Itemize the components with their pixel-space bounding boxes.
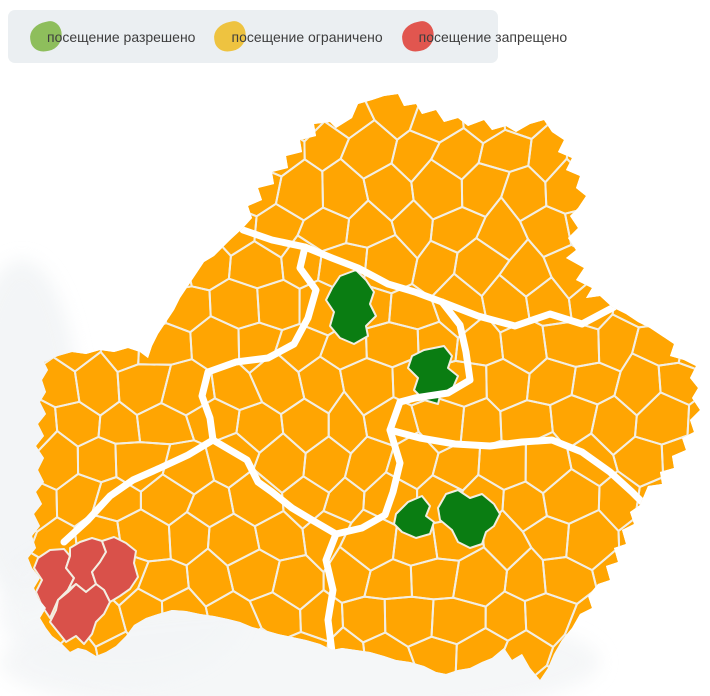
- legend-label-forbidden: посещение запрещено: [418, 28, 568, 45]
- district-allowed-2[interactable]: [407, 345, 459, 405]
- country-land[interactable]: [28, 94, 700, 680]
- region-border-grodno-minsk: [198, 243, 320, 444]
- region-border-brest-gomel: [322, 530, 340, 656]
- districts-forbidden[interactable]: [33, 536, 139, 645]
- legend-label-allowed: посещение разрешено: [47, 28, 196, 45]
- region-border-minsk-mogilev: [396, 298, 474, 406]
- district-allowed-3[interactable]: [393, 495, 435, 539]
- region-border-vitebsk-mogilev: [438, 298, 618, 330]
- legend-item-allowed: посещение разрешено: [27, 19, 196, 54]
- district-allowed-1[interactable]: [325, 269, 377, 345]
- district-allowed-4[interactable]: [437, 489, 501, 549]
- region-border-mogilev-gomel: [386, 426, 650, 510]
- region-border-vitebsk-south: [239, 226, 446, 306]
- legend-label-limited: посещение ограничено: [231, 28, 383, 45]
- district-forbidden-3[interactable]: [91, 536, 139, 603]
- legend-item-limited: посещение ограничено: [212, 19, 383, 54]
- districts-allowed[interactable]: [325, 269, 501, 549]
- region-border-brest-minsk-grodno: [60, 436, 340, 546]
- district-forbidden-4[interactable]: [49, 583, 111, 645]
- legend-item-forbidden: посещение запрещено: [399, 19, 568, 54]
- region-borders: [60, 226, 650, 656]
- map-legend: посещение разрешено посещение ограничено…: [8, 10, 567, 63]
